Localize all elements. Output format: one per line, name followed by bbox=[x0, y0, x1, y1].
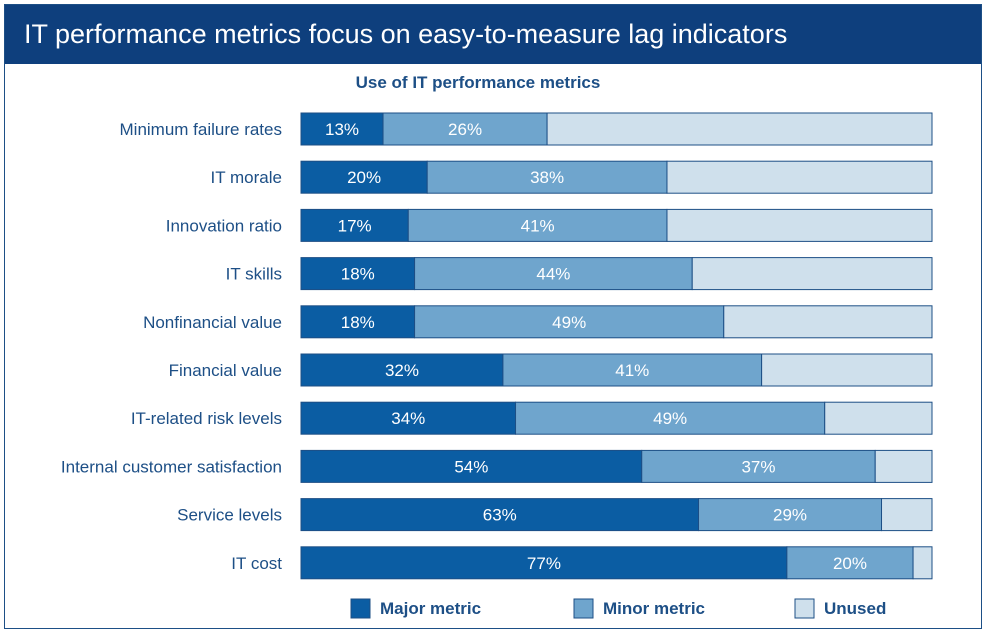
data-label-minor-metric-minimum-failure-rates: 26% bbox=[448, 120, 482, 139]
data-label-minor-metric-it-morale: 38% bbox=[530, 168, 564, 187]
bar-minor-metric-nonfinancial-value bbox=[414, 305, 725, 339]
data-label-minor-metric-it-related-risk-levels: 49% bbox=[653, 409, 687, 428]
bar-minor-metric-it-morale bbox=[426, 160, 668, 194]
data-label-minor-metric-it-skills: 44% bbox=[536, 265, 570, 284]
data-label-minor-metric-it-cost: 20% bbox=[833, 554, 867, 573]
bar-major-metric-innovation-ratio bbox=[300, 208, 409, 242]
bar-unused-internal-customer-satisfaction bbox=[874, 449, 933, 483]
data-label-minor-metric-financial-value: 41% bbox=[615, 361, 649, 380]
bar-unused-innovation-ratio bbox=[666, 208, 933, 242]
bar-major-metric-it-related-risk-levels bbox=[300, 401, 517, 435]
category-label-nonfinancial-value: Nonfinancial value bbox=[143, 313, 282, 332]
data-label-major-metric-it-morale: 20% bbox=[347, 168, 381, 187]
bar-minor-metric-financial-value bbox=[502, 353, 763, 387]
data-label-major-metric-internal-customer-satisfaction: 54% bbox=[454, 457, 488, 476]
bar-minor-metric-innovation-ratio bbox=[407, 208, 668, 242]
bar-unused-it-skills bbox=[691, 257, 933, 291]
data-label-minor-metric-service-levels: 29% bbox=[773, 506, 807, 525]
bar-major-metric-financial-value bbox=[300, 353, 504, 387]
bar-major-metric-it-morale bbox=[300, 160, 428, 194]
category-label-innovation-ratio: Innovation ratio bbox=[166, 216, 282, 235]
category-label-it-cost: IT cost bbox=[231, 554, 282, 573]
legend-label-major-metric: Major metric bbox=[380, 599, 481, 618]
data-label-major-metric-minimum-failure-rates: 13% bbox=[325, 120, 359, 139]
category-label-it-related-risk-levels: IT-related risk levels bbox=[131, 409, 282, 428]
category-label-financial-value: Financial value bbox=[169, 361, 282, 380]
data-label-major-metric-it-skills: 18% bbox=[341, 265, 375, 284]
bar-minor-metric-internal-customer-satisfaction bbox=[641, 449, 876, 483]
data-label-minor-metric-internal-customer-satisfaction: 37% bbox=[741, 457, 775, 476]
legend-swatch-minor-metric bbox=[573, 598, 594, 619]
category-label-it-skills: IT skills bbox=[226, 265, 282, 284]
bar-minor-metric-minimum-failure-rates bbox=[382, 112, 548, 146]
data-label-major-metric-financial-value: 32% bbox=[385, 361, 419, 380]
bar-major-metric-service-levels bbox=[300, 498, 700, 532]
category-label-internal-customer-satisfaction: Internal customer satisfaction bbox=[61, 457, 282, 476]
bar-unused-it-related-risk-levels bbox=[824, 401, 933, 435]
data-label-major-metric-it-cost: 77% bbox=[527, 554, 561, 573]
category-label-minimum-failure-rates: Minimum failure rates bbox=[120, 120, 283, 139]
data-label-major-metric-nonfinancial-value: 18% bbox=[341, 313, 375, 332]
bar-minor-metric-service-levels bbox=[698, 498, 883, 532]
bar-unused-it-cost bbox=[912, 546, 933, 580]
data-label-minor-metric-nonfinancial-value: 49% bbox=[552, 313, 586, 332]
data-label-major-metric-service-levels: 63% bbox=[483, 506, 517, 525]
bar-major-metric-nonfinancial-value bbox=[300, 305, 416, 339]
category-label-it-morale: IT morale bbox=[211, 168, 283, 187]
legend-label-unused: Unused bbox=[824, 599, 886, 618]
bar-major-metric-internal-customer-satisfaction bbox=[300, 449, 643, 483]
bar-unused-it-morale bbox=[666, 160, 933, 194]
page-title: IT performance metrics focus on easy-to-… bbox=[5, 5, 981, 64]
legend-label-minor-metric: Minor metric bbox=[603, 599, 705, 618]
bar-minor-metric-it-cost bbox=[786, 546, 914, 580]
chart-title: Use of IT performance metrics bbox=[355, 73, 601, 92]
data-label-major-metric-it-related-risk-levels: 34% bbox=[391, 409, 425, 428]
data-label-minor-metric-innovation-ratio: 41% bbox=[521, 216, 555, 235]
bar-minor-metric-it-related-risk-levels bbox=[515, 401, 826, 435]
bar-unused-service-levels bbox=[881, 498, 933, 532]
bar-major-metric-it-skills bbox=[300, 257, 416, 291]
category-label-service-levels: Service levels bbox=[177, 506, 282, 525]
data-label-major-metric-innovation-ratio: 17% bbox=[338, 216, 372, 235]
bar-unused-minimum-failure-rates bbox=[546, 112, 933, 146]
bar-major-metric-minimum-failure-rates bbox=[300, 112, 384, 146]
legend-swatch-major-metric bbox=[350, 598, 371, 619]
legend-swatch-unused bbox=[794, 598, 815, 619]
bar-unused-financial-value bbox=[761, 353, 933, 387]
bar-unused-nonfinancial-value bbox=[723, 305, 933, 339]
